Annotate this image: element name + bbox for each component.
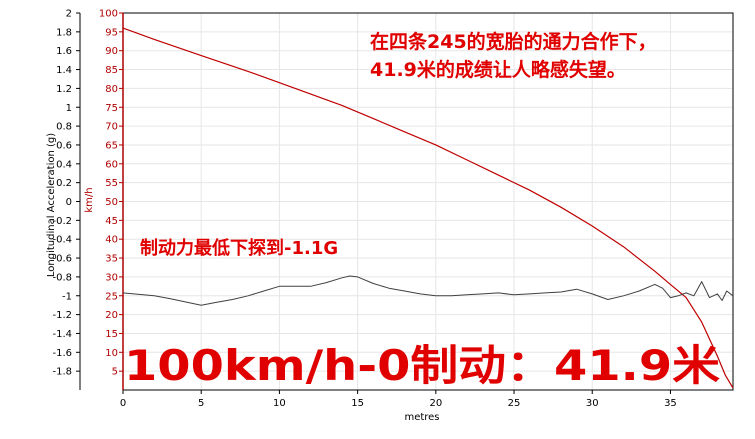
tick-label-right: 10 — [105, 348, 118, 359]
tick-label-x: 25 — [508, 398, 521, 409]
tick-label-left: -1.2 — [52, 310, 72, 321]
tick-label-left: 1.8 — [56, 27, 72, 38]
tick-label-right: 100 — [99, 9, 118, 20]
tick-label-right: 75 — [105, 103, 118, 114]
tick-label-right: 55 — [105, 178, 118, 189]
tick-label-x: 0 — [120, 398, 126, 409]
tick-label-left: -0.2 — [52, 216, 72, 227]
tick-label-left: 0.6 — [56, 140, 72, 151]
tick-label-right: 80 — [105, 84, 118, 95]
tick-label-left: 1.6 — [56, 46, 72, 57]
tick-label-left: 0.2 — [56, 178, 72, 189]
tick-label-right: 60 — [105, 159, 118, 170]
tick-label-x: 30 — [586, 398, 599, 409]
tick-label-right: 45 — [105, 216, 118, 227]
tick-label-left: -0.4 — [52, 235, 72, 246]
tick-label-left: -1.6 — [52, 348, 72, 359]
tick-label-left: 1 — [66, 103, 72, 114]
tick-label-right: 90 — [105, 46, 118, 57]
annotation-top-line1: 在四条245的宽胎的通力合作下， — [370, 30, 657, 53]
tick-label-right: 50 — [105, 197, 118, 208]
tick-label-left: -0.8 — [52, 272, 72, 283]
x-axis-label: metres — [404, 412, 439, 423]
tick-label-right: 70 — [105, 122, 118, 133]
tick-label-left: -1 — [62, 291, 72, 302]
tick-label-right: 25 — [105, 291, 118, 302]
tick-label-x: 15 — [351, 398, 364, 409]
tick-label-left: 1.4 — [56, 65, 72, 76]
tick-label-right: 30 — [105, 272, 118, 283]
y-axis-left-label: Longitudinal Acceleration (g) — [46, 133, 57, 277]
tick-label-right: 5 — [112, 367, 118, 378]
tick-label-right: 35 — [105, 254, 118, 265]
tick-label-x: 10 — [273, 398, 286, 409]
tick-label-left: 2 — [66, 9, 72, 20]
annotation-middle: 制动力最低下探到-1.1G — [140, 237, 338, 259]
tick-label-left: -0.6 — [52, 254, 72, 265]
tick-label-x: 5 — [198, 398, 204, 409]
tick-label-right: 20 — [105, 310, 118, 321]
tick-label-right: 15 — [105, 329, 118, 340]
tick-label-x: 35 — [664, 398, 677, 409]
speed-series-line — [122, 27, 734, 389]
tick-label-left: 0.4 — [56, 159, 72, 170]
tick-label-left: -1.4 — [52, 329, 72, 340]
tick-label-right: 40 — [105, 235, 118, 246]
tick-label-right: 65 — [105, 140, 118, 151]
tick-label-left: 1.2 — [56, 84, 72, 95]
tick-label-left: 0 — [66, 197, 72, 208]
tick-label-left: 0.8 — [56, 122, 72, 133]
tick-label-left: -1.8 — [52, 367, 72, 378]
tick-label-right: 95 — [105, 27, 118, 38]
annotation-top-line2: 41.9米的成绩让人略感失望。 — [370, 58, 626, 81]
y-axis-right-label: km/h — [84, 187, 95, 212]
acceleration-series-line — [122, 275, 734, 306]
tick-label-x: 20 — [429, 398, 442, 409]
tick-label-right: 85 — [105, 65, 118, 76]
annotation-bottom-big: 100km/h-0制动：41.9米 — [124, 341, 720, 390]
